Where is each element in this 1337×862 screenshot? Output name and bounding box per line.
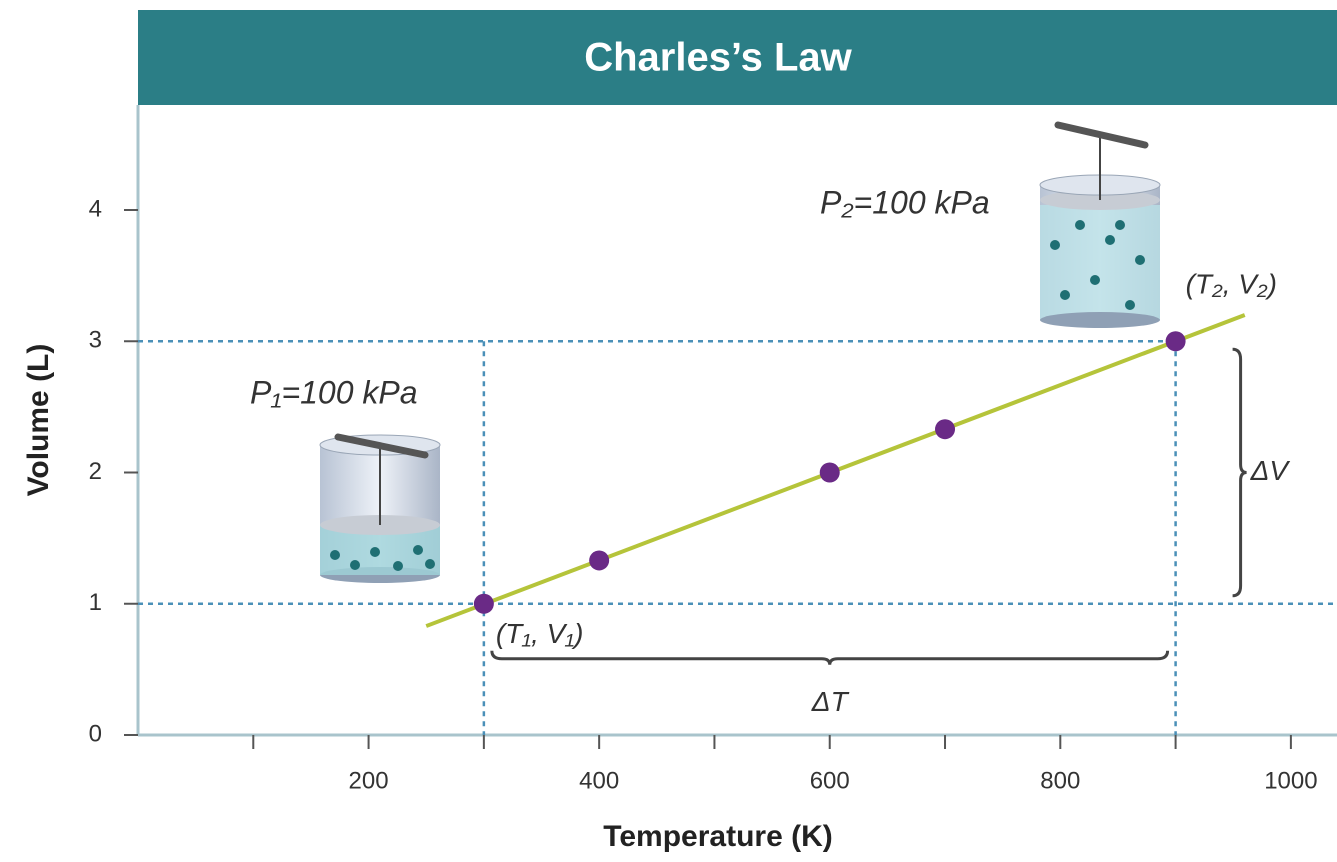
x-tick-label: 600 xyxy=(810,767,850,794)
y-tick-label: 0 xyxy=(89,720,102,747)
cylinder-illustration xyxy=(1039,121,1161,328)
point-label: (T₂, V₂) xyxy=(1186,269,1277,300)
x-tick-label: 400 xyxy=(579,767,619,794)
y-tick-label: 2 xyxy=(89,458,102,485)
bracket xyxy=(1232,347,1247,598)
x-tick-label: 200 xyxy=(349,767,389,794)
title-bar xyxy=(138,10,1337,105)
x-tick-label: 800 xyxy=(1040,767,1080,794)
data-point xyxy=(589,550,610,571)
point-label: (T₁, V₁) xyxy=(496,618,584,649)
annotation: ΔV xyxy=(1250,455,1291,486)
chart-title: Charles’s Law xyxy=(584,36,852,80)
y-tick-label: 4 xyxy=(89,195,102,222)
x-axis-title: Temperature (K) xyxy=(603,820,832,853)
annotation: ΔT xyxy=(811,686,850,717)
annotation: P₂=100 kPa xyxy=(820,184,990,220)
y-axis-title: Volume (L) xyxy=(22,344,55,497)
data-point xyxy=(935,419,956,440)
cylinder-illustration xyxy=(319,433,441,583)
annotation: P₁=100 kPa xyxy=(250,374,418,410)
data-point xyxy=(1165,331,1186,352)
y-tick-label: 3 xyxy=(89,327,102,354)
data-point xyxy=(819,462,840,483)
x-tick-label: 1000 xyxy=(1264,767,1317,794)
bracket xyxy=(490,650,1170,665)
data-point xyxy=(473,593,494,614)
y-tick-label: 1 xyxy=(89,589,102,616)
